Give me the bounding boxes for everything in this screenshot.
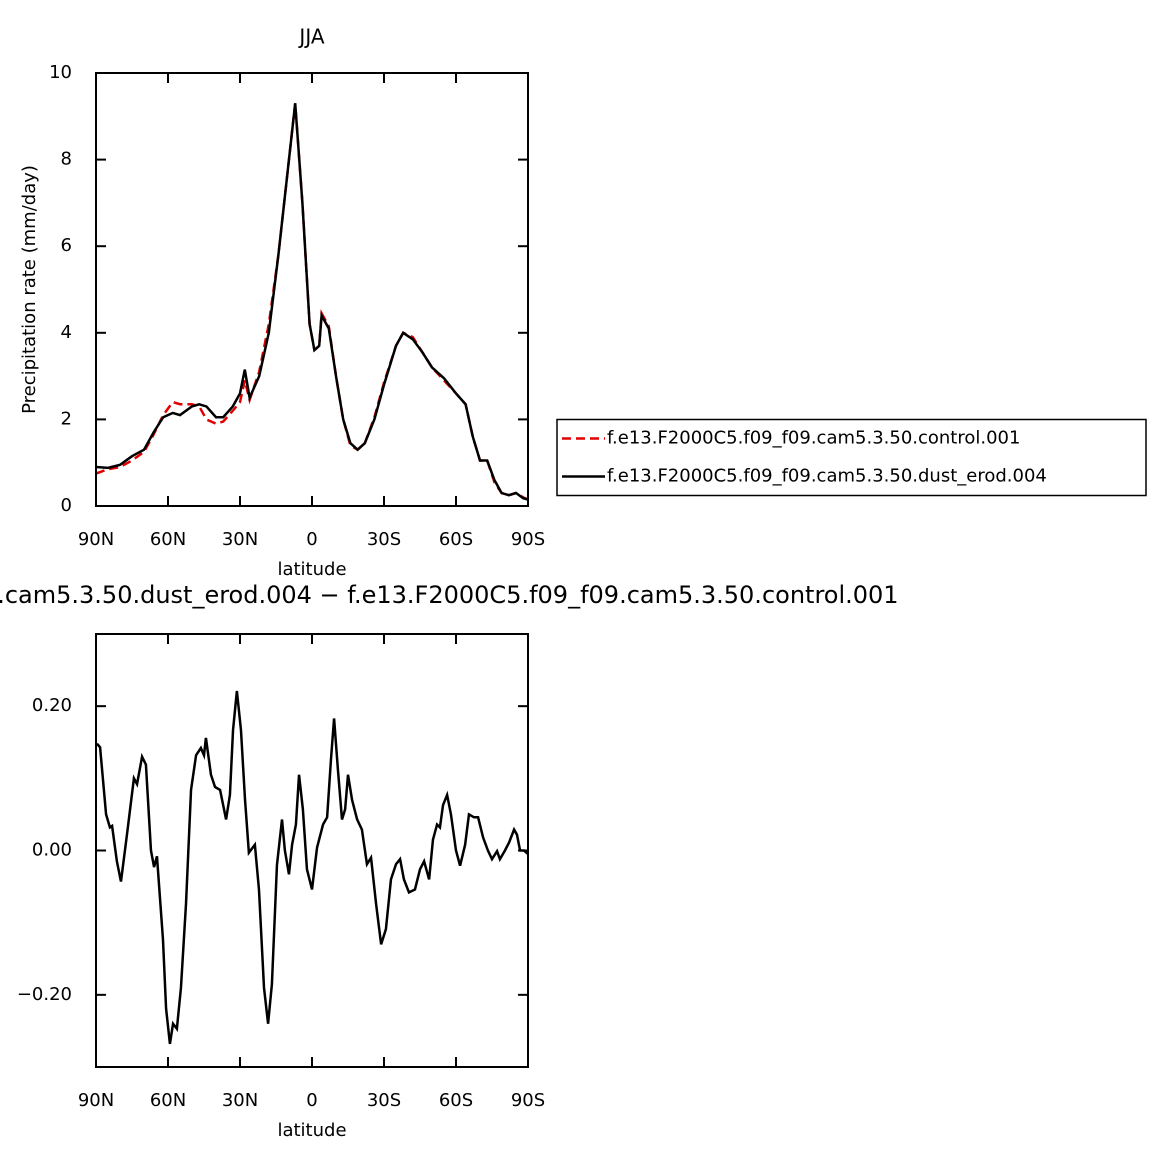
x-tick-label: 60N: [150, 529, 186, 550]
x-axis-label: latitude: [277, 559, 346, 580]
x-tick-label: 0: [306, 529, 317, 550]
y-tick-label: 0.20: [32, 695, 72, 716]
x-tick-label: 60S: [439, 1090, 473, 1111]
y-tick-label: 2: [61, 408, 72, 429]
x-tick-label: 60S: [439, 529, 473, 550]
chart-title: f.e13.F2000C5.f09_f09.cam5.3.50.dust_ero…: [0, 581, 899, 609]
legend-label: f.e13.F2000C5.f09_f09.cam5.3.50.control.…: [607, 428, 1020, 449]
y-tick-label: 0: [61, 495, 72, 516]
y-tick-label: 6: [61, 235, 72, 256]
x-tick-label: 90N: [78, 1090, 114, 1111]
series-line: [96, 690, 529, 1045]
series-line: [95, 103, 529, 501]
y-tick-label: 4: [61, 322, 72, 343]
y-tick-label: −0.20: [17, 984, 72, 1005]
series-line: [95, 103, 529, 501]
x-tick-label: 30N: [222, 1090, 258, 1111]
legend-label: f.e13.F2000C5.f09_f09.cam5.3.50.dust_ero…: [607, 466, 1047, 487]
x-tick-label: 60N: [150, 1090, 186, 1111]
x-tick-label: 30S: [367, 529, 401, 550]
x-tick-label: 90S: [511, 1090, 545, 1111]
x-tick-label: 30N: [222, 529, 258, 550]
x-tick-label: 0: [306, 1090, 317, 1111]
x-axis-label: latitude: [277, 1120, 346, 1141]
chart-title: JJA: [297, 25, 324, 49]
x-tick-label: 90N: [78, 529, 114, 550]
y-axis-label: Precipitation rate (mm/day): [19, 165, 40, 414]
legend-box: [556, 418, 1147, 497]
x-tick-label: 30S: [367, 1090, 401, 1111]
y-tick-label: 8: [61, 149, 72, 170]
plot-frame: [95, 633, 529, 1068]
y-tick-label: 10: [49, 62, 72, 83]
x-tick-label: 90S: [511, 529, 545, 550]
plot-frame: [95, 72, 529, 507]
y-tick-label: 0.00: [32, 840, 72, 861]
